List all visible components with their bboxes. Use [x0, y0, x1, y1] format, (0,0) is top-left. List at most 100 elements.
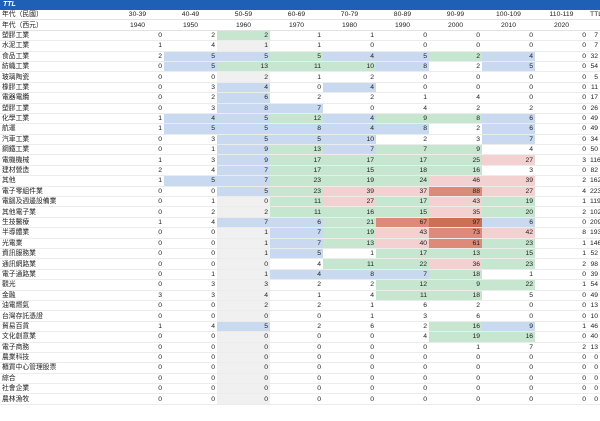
- count-cell[interactable]: 10: [323, 61, 376, 73]
- industry-label[interactable]: 橡膠工業: [0, 82, 111, 94]
- count-cell[interactable]: 19: [429, 331, 482, 343]
- count-cell[interactable]: 1: [164, 144, 217, 156]
- count-cell[interactable]: 1: [270, 30, 323, 42]
- count-cell[interactable]: 2: [270, 92, 323, 104]
- count-cell[interactable]: 0: [429, 362, 482, 374]
- count-cell[interactable]: 0: [111, 92, 164, 104]
- count-cell[interactable]: 1: [429, 342, 482, 353]
- count-cell[interactable]: 4: [323, 113, 376, 125]
- count-cell[interactable]: 23: [270, 175, 323, 187]
- industry-label[interactable]: 貿易百貨: [0, 321, 111, 333]
- count-cell[interactable]: 4: [429, 92, 482, 104]
- count-cell[interactable]: 1: [217, 248, 270, 260]
- count-cell[interactable]: 0: [376, 362, 429, 374]
- count-cell[interactable]: 0: [535, 165, 588, 177]
- count-cell[interactable]: 0: [323, 103, 376, 114]
- count-cell[interactable]: 8: [323, 269, 376, 281]
- count-cell[interactable]: 0: [217, 258, 270, 270]
- count-cell[interactable]: 0: [535, 103, 588, 114]
- header-roc-decade[interactable]: 110-119: [535, 10, 588, 21]
- header-ad-year[interactable]: 1940: [111, 19, 164, 31]
- count-cell[interactable]: 0: [164, 186, 217, 198]
- count-cell[interactable]: 1: [111, 123, 164, 135]
- count-cell[interactable]: 23: [482, 258, 535, 270]
- header-ad-year[interactable]: 1960: [217, 19, 270, 31]
- count-cell[interactable]: 40: [376, 238, 429, 250]
- count-cell[interactable]: 9: [376, 113, 429, 125]
- count-cell[interactable]: 0: [535, 290, 588, 301]
- count-cell[interactable]: 8: [376, 61, 429, 73]
- count-cell[interactable]: 1: [111, 321, 164, 333]
- count-cell[interactable]: 0: [164, 331, 217, 343]
- count-cell[interactable]: 6: [217, 92, 270, 104]
- count-cell[interactable]: 7: [376, 144, 429, 156]
- count-cell[interactable]: 0: [323, 342, 376, 353]
- count-cell[interactable]: 1: [164, 269, 217, 281]
- industry-label[interactable]: 油電燃氣: [0, 300, 111, 312]
- count-cell[interactable]: 2: [217, 30, 270, 42]
- count-cell[interactable]: 0: [217, 362, 270, 374]
- count-cell[interactable]: 2: [323, 92, 376, 104]
- count-cell[interactable]: 1: [535, 248, 588, 260]
- count-cell[interactable]: 2: [376, 134, 429, 146]
- industry-label[interactable]: 化學工業: [0, 113, 111, 125]
- industry-label[interactable]: 建材營造: [0, 165, 111, 177]
- count-cell[interactable]: 1: [270, 40, 323, 52]
- count-cell[interactable]: 0: [429, 82, 482, 94]
- count-cell[interactable]: 0: [217, 331, 270, 343]
- count-cell[interactable]: 0: [164, 71, 217, 83]
- count-cell[interactable]: 16: [429, 165, 482, 177]
- count-cell[interactable]: 1: [111, 175, 164, 187]
- row-total-cell[interactable]: 0: [588, 373, 600, 385]
- count-cell[interactable]: 7: [323, 144, 376, 156]
- count-cell[interactable]: 0: [482, 310, 535, 322]
- count-cell[interactable]: 17: [270, 165, 323, 177]
- header-ad-year[interactable]: 1990: [376, 19, 429, 31]
- count-cell[interactable]: 1: [164, 196, 217, 208]
- row-total-cell[interactable]: 0: [588, 383, 600, 395]
- row-total-cell[interactable]: 193: [588, 227, 600, 239]
- count-cell[interactable]: 1: [323, 300, 376, 312]
- count-cell[interactable]: 6: [270, 217, 323, 229]
- count-cell[interactable]: 8: [429, 113, 482, 125]
- count-cell[interactable]: 5: [164, 123, 217, 135]
- count-cell[interactable]: 0: [270, 373, 323, 385]
- row-total-cell[interactable]: 162: [588, 175, 600, 187]
- count-cell[interactable]: 5: [217, 51, 270, 62]
- count-cell[interactable]: 0: [535, 134, 588, 146]
- count-cell[interactable]: 3: [164, 134, 217, 146]
- count-cell[interactable]: 0: [482, 92, 535, 104]
- count-cell[interactable]: 0: [111, 103, 164, 114]
- count-cell[interactable]: 0: [323, 40, 376, 52]
- count-cell[interactable]: 0: [111, 342, 164, 353]
- count-cell[interactable]: 1: [111, 40, 164, 52]
- count-cell[interactable]: 1: [217, 269, 270, 281]
- count-cell[interactable]: 21: [323, 217, 376, 229]
- count-cell[interactable]: 4: [376, 331, 429, 343]
- count-cell[interactable]: 0: [111, 258, 164, 270]
- count-cell[interactable]: 2: [535, 206, 588, 218]
- count-cell[interactable]: 2: [376, 321, 429, 333]
- count-cell[interactable]: 0: [111, 30, 164, 42]
- count-cell[interactable]: 1: [323, 310, 376, 322]
- count-cell[interactable]: 0: [217, 383, 270, 395]
- count-cell[interactable]: 0: [482, 300, 535, 312]
- count-cell[interactable]: 5: [270, 248, 323, 260]
- count-cell[interactable]: 0: [217, 310, 270, 322]
- industry-label[interactable]: 電腦及週邊設備業: [0, 196, 111, 208]
- count-cell[interactable]: 5: [217, 321, 270, 333]
- header-roc-decade[interactable]: 30-39: [111, 10, 164, 21]
- count-cell[interactable]: 0: [164, 393, 217, 405]
- count-cell[interactable]: 2: [323, 279, 376, 291]
- count-cell[interactable]: 18: [429, 290, 482, 301]
- count-cell[interactable]: 13: [217, 61, 270, 73]
- row-total-cell[interactable]: 46: [588, 321, 600, 333]
- count-cell[interactable]: 0: [482, 373, 535, 385]
- count-cell[interactable]: 16: [429, 321, 482, 333]
- row-total-cell[interactable]: 0: [588, 362, 600, 374]
- count-cell[interactable]: 4: [164, 40, 217, 52]
- industry-label[interactable]: 航運: [0, 123, 111, 135]
- count-cell[interactable]: 0: [270, 82, 323, 94]
- header-ad-year[interactable]: 2020: [535, 19, 588, 31]
- industry-label[interactable]: 電子商務: [0, 342, 111, 353]
